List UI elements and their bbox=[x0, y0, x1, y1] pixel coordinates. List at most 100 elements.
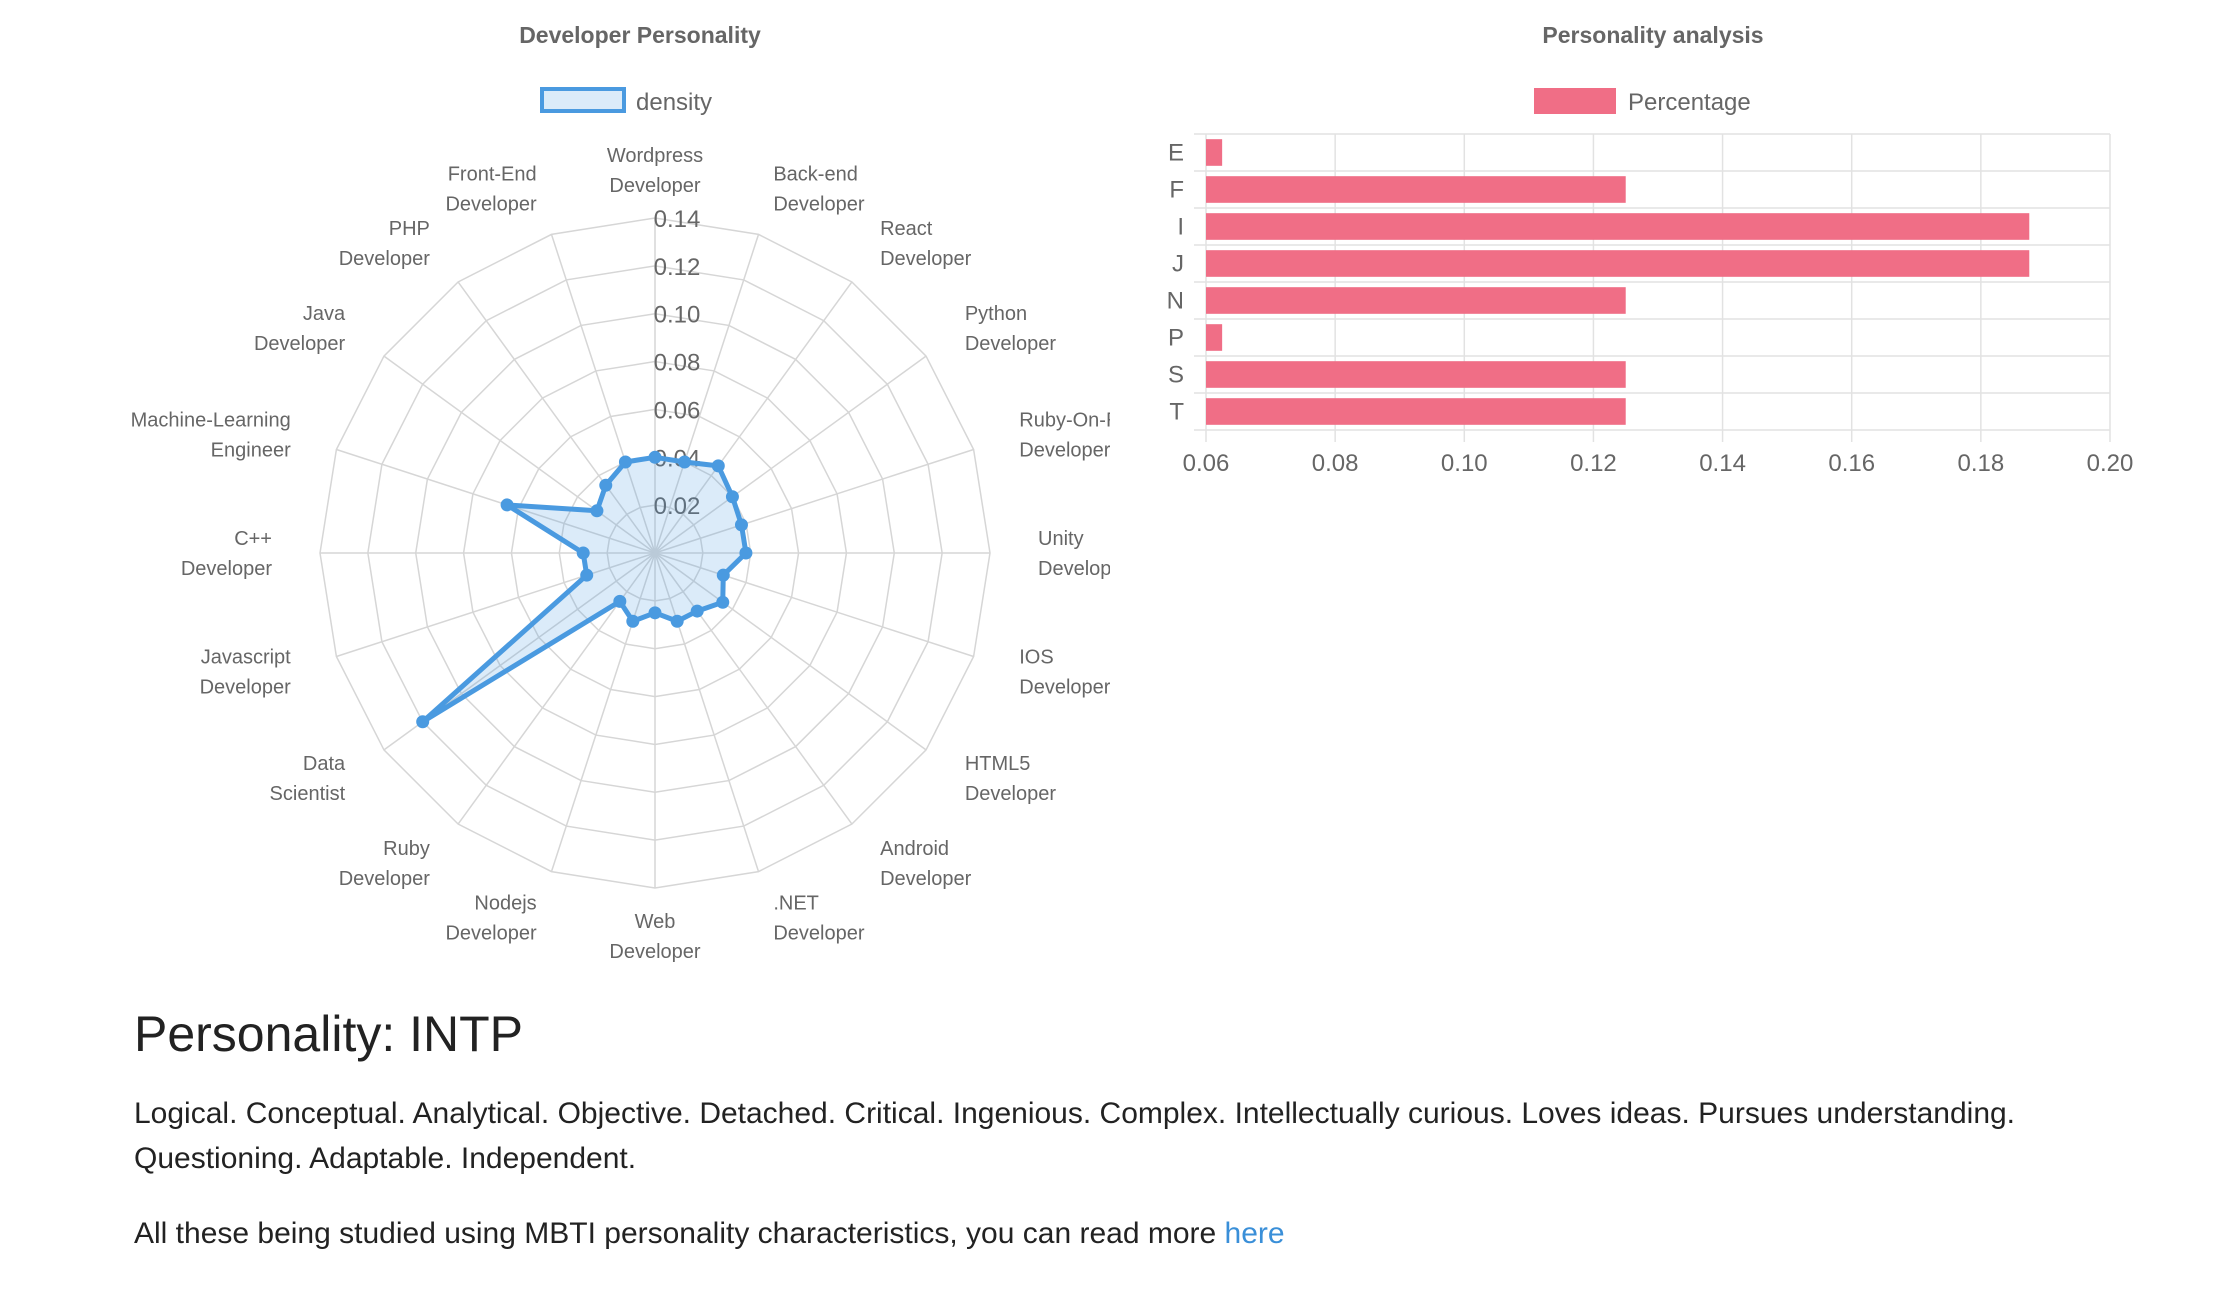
radar-point-label: Android Developer bbox=[880, 838, 972, 890]
radar-legend[interactable]: density bbox=[540, 87, 712, 116]
radar-angle-line bbox=[457, 281, 656, 554]
radar-point-label: Machine-Learning Engineer bbox=[131, 410, 291, 462]
radar-point-label: Ruby-On-RailsDeveloper bbox=[1019, 410, 1110, 462]
bar-N bbox=[1206, 287, 1626, 314]
bar-category-label: J bbox=[1172, 251, 1184, 278]
radar-data-point bbox=[618, 455, 632, 469]
radar-point-label: Wordpress Developer bbox=[607, 145, 703, 197]
radar-data-point bbox=[580, 568, 594, 582]
radar-point-label: .NET Developer bbox=[773, 892, 865, 944]
radar-data-point bbox=[734, 518, 748, 532]
bar-legend[interactable]: Percentage bbox=[1534, 88, 1751, 116]
personality-info: Personality: INTP Logical. Conceptual. A… bbox=[134, 1005, 2114, 1256]
radar-angle-line bbox=[654, 552, 927, 751]
radar-point-label: IOS Developer bbox=[1019, 646, 1110, 698]
radar-angle-line bbox=[654, 355, 927, 554]
radar-angle-line bbox=[383, 355, 656, 554]
bar-legend-label: Percentage bbox=[1628, 89, 1751, 116]
bar-tick-label: 0.14 bbox=[1699, 450, 1746, 477]
radar-tick-label: 0.02 bbox=[654, 493, 701, 520]
radar-chart-svg: Developer Personality density 0.020.040.… bbox=[131, 22, 1151, 963]
bar-series bbox=[1206, 139, 2030, 425]
radar-tick-label: 0.08 bbox=[654, 350, 701, 377]
radar-point-label: Data Scientist bbox=[270, 753, 346, 805]
bar-T bbox=[1206, 398, 1626, 425]
bar-chart-svg: Personality analysis Percentage EFIJNPST… bbox=[1167, 22, 2134, 477]
radar-legend-swatch bbox=[540, 87, 626, 113]
radar-chart-title: Developer Personality bbox=[519, 22, 761, 48]
radar-angle-line bbox=[654, 552, 760, 872]
radar-angle-line bbox=[654, 448, 974, 554]
radar-angle-lines bbox=[320, 218, 990, 888]
radar-angle-line bbox=[336, 448, 656, 554]
radar-point-labels: Wordpress Developer Back-end Developer React… bbox=[131, 145, 1151, 963]
bar-F bbox=[1206, 176, 1626, 203]
radar-point-label: Back-end Developer bbox=[773, 164, 865, 216]
radar-data-point bbox=[648, 450, 662, 464]
bar-E bbox=[1206, 139, 1223, 166]
radar-legend-label: density bbox=[636, 89, 712, 116]
bar-P bbox=[1206, 324, 1223, 351]
radar-point-label: Ruby Developer bbox=[339, 838, 431, 890]
radar-data-point bbox=[690, 604, 704, 618]
bar-I bbox=[1206, 213, 2030, 240]
bar-tick-labels: 0.06 0.08 0.10 0.12 0.14 0.16 0.18 0.20 bbox=[1183, 450, 2134, 477]
radar-point-label: HTML5 Developer bbox=[965, 753, 1057, 805]
radar-angle-line bbox=[654, 281, 853, 554]
radar-point-label: PHP Developer bbox=[339, 218, 431, 270]
radar-data-point bbox=[716, 595, 730, 609]
radar-point-label: Java Developer bbox=[254, 303, 346, 355]
bar-category-label: N bbox=[1167, 288, 1184, 315]
radar-data-point bbox=[599, 478, 613, 492]
radar-tick-label: 0.14 bbox=[654, 206, 701, 233]
bar-tick-label: 0.08 bbox=[1312, 450, 1359, 477]
bar-category-label: T bbox=[1169, 399, 1184, 426]
radar-data-point bbox=[416, 715, 430, 729]
radar-angle-line bbox=[654, 552, 974, 658]
radar-angle-line bbox=[654, 234, 760, 554]
personality-description: Logical. Conceptual. Analytical. Objecti… bbox=[134, 1097, 2016, 1175]
bar-tick-label: 0.12 bbox=[1570, 450, 1617, 477]
bar-category-label: F bbox=[1169, 177, 1184, 204]
radar-data-point bbox=[711, 459, 725, 473]
radar-data-point bbox=[725, 490, 739, 504]
bar-chart-title: Personality analysis bbox=[1542, 22, 1763, 48]
radar-data-point bbox=[739, 546, 753, 560]
bar-category-label: I bbox=[1177, 214, 1184, 241]
mbti-note-text: All these being studied using MBTI perso… bbox=[134, 1217, 1225, 1250]
radar-angle-line bbox=[550, 234, 656, 554]
bar-J bbox=[1206, 250, 2030, 277]
personality-heading: Personality: INTP bbox=[134, 1006, 524, 1062]
radar-data-point bbox=[678, 455, 692, 469]
radar-data-point bbox=[648, 606, 662, 620]
radar-point-label: Nodejs Developer bbox=[445, 892, 537, 944]
radar-angle-line bbox=[336, 552, 656, 658]
radar-data-point bbox=[613, 594, 627, 608]
bar-tick-label: 0.16 bbox=[1828, 450, 1875, 477]
radar-angle-line bbox=[550, 552, 656, 872]
radar-tick-label: 0.12 bbox=[654, 254, 701, 281]
radar-data-point bbox=[626, 614, 640, 628]
bar-tick-label: 0.10 bbox=[1441, 450, 1488, 477]
bar-category-label: E bbox=[1168, 140, 1184, 167]
radar-data-point bbox=[590, 504, 604, 518]
radar-point-label: React Developer bbox=[880, 218, 972, 270]
radar-point-label: C++ Developer bbox=[181, 528, 273, 580]
radar-point-label: Front-End Developer bbox=[445, 164, 537, 216]
bar-category-label: P bbox=[1168, 325, 1184, 352]
bar-category-label: S bbox=[1168, 362, 1184, 389]
radar-series bbox=[416, 450, 753, 729]
bar-legend-swatch bbox=[1534, 88, 1616, 114]
bar-tick-label: 0.18 bbox=[1957, 450, 2004, 477]
radar-point-label: Python Developer bbox=[965, 303, 1057, 355]
radar-point-label: Javascript Developer bbox=[200, 646, 292, 698]
mbti-note: All these being studied using MBTI perso… bbox=[134, 1211, 2114, 1256]
radar-data-point bbox=[500, 498, 514, 512]
mbti-read-more-link[interactable]: here bbox=[1224, 1217, 1285, 1250]
bar-S bbox=[1206, 361, 1626, 388]
radar-tick-label: 0.10 bbox=[654, 302, 701, 329]
radar-data-point bbox=[716, 568, 730, 582]
radar-data-point bbox=[576, 546, 590, 560]
radar-data-point bbox=[670, 614, 684, 628]
